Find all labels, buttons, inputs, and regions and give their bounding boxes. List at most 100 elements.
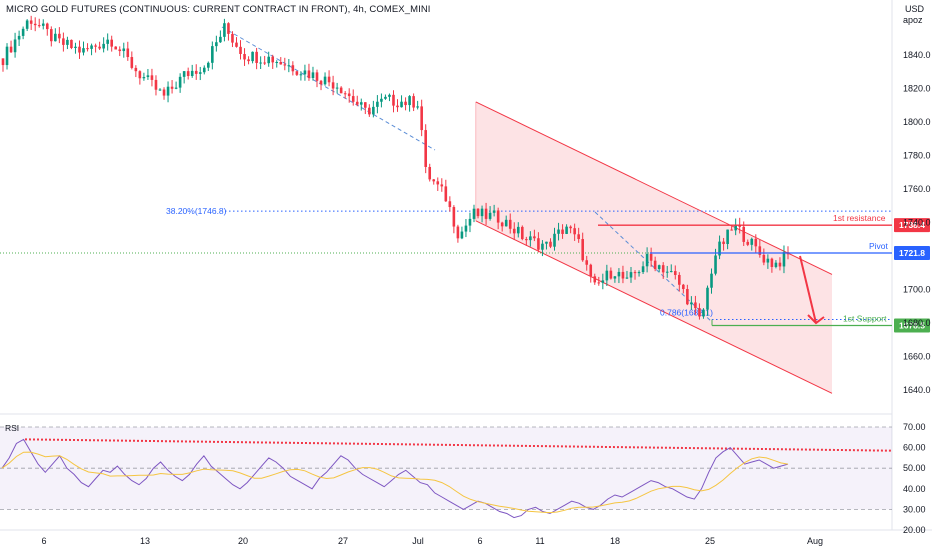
candle-body	[263, 62, 266, 64]
candle-body	[311, 72, 315, 78]
candle-body	[508, 219, 512, 229]
candle-body	[5, 46, 9, 66]
candle-body	[569, 226, 572, 229]
candle-body	[41, 23, 45, 26]
time-tick: 6	[477, 536, 482, 546]
candle-body	[424, 130, 427, 167]
candle-body	[500, 222, 504, 227]
candle-body	[770, 258, 774, 267]
candle-body	[251, 51, 254, 62]
candle-body	[690, 302, 693, 305]
candle-body	[762, 254, 766, 263]
price-tick: 1800.0	[903, 117, 931, 127]
candle-body	[758, 246, 762, 255]
candle-body	[347, 93, 351, 97]
candle-body	[593, 276, 597, 283]
time-tick: 6	[41, 536, 46, 546]
candle-body	[190, 70, 194, 76]
candle-body	[661, 265, 665, 273]
candle-body	[404, 101, 407, 106]
candle-body	[207, 62, 210, 68]
level-name-resistance: 1st resistance	[833, 213, 886, 223]
price-tick: 1640.0	[903, 385, 931, 395]
candle-body	[33, 23, 37, 26]
candle-body	[162, 89, 166, 96]
level-badge-resistance	[894, 218, 930, 233]
rsi-tick: 30.00	[903, 504, 926, 514]
candle-body	[585, 260, 589, 265]
candle-body	[331, 82, 335, 89]
candle-body	[315, 72, 319, 81]
candle-body	[521, 226, 524, 240]
candle-body	[339, 87, 343, 94]
regression-channel	[475, 101, 833, 394]
candle-body	[657, 265, 661, 270]
candle-body	[396, 105, 399, 108]
candle-body	[678, 274, 681, 285]
candle-body	[146, 75, 150, 78]
candle-body	[243, 53, 246, 60]
candle-body	[231, 33, 234, 43]
candle-body	[468, 218, 472, 226]
candle-body	[86, 48, 89, 50]
candle-body	[182, 71, 186, 77]
candle-body	[653, 260, 657, 270]
candle-body	[601, 280, 605, 283]
candle-body	[782, 252, 786, 267]
candle-body	[110, 39, 113, 47]
candle-body	[299, 74, 303, 76]
candle-body	[90, 45, 93, 49]
price-tick: 1700.0	[903, 285, 931, 295]
candle-body	[504, 219, 508, 227]
candle-body	[78, 46, 81, 53]
candle-body	[118, 49, 122, 52]
candle-body	[589, 264, 593, 277]
forecast-arrow	[799, 255, 825, 325]
candle-body	[62, 38, 65, 45]
rsi-pane-background	[0, 426, 892, 510]
candle-body	[734, 224, 737, 231]
candle-body	[50, 29, 53, 42]
candle-body	[29, 20, 33, 24]
time-tick: 27	[338, 536, 348, 546]
rsi-tick: 50.00	[903, 463, 926, 473]
candle-body	[613, 276, 617, 279]
candle-body	[436, 181, 440, 185]
time-tick: Aug	[807, 536, 823, 546]
candle-body	[275, 61, 279, 63]
candle-body	[283, 64, 287, 66]
candle-body	[37, 25, 41, 27]
scale-mode-label: apoz	[903, 15, 923, 25]
rsi-line	[1, 438, 789, 519]
candle-body	[722, 241, 725, 245]
candle-body	[412, 96, 415, 108]
arrow-shaft	[799, 255, 817, 324]
candle-body	[303, 70, 307, 75]
candle-body	[750, 238, 754, 245]
candle-body	[516, 226, 520, 234]
candle-body	[766, 258, 770, 263]
candle-body	[255, 51, 258, 63]
candle-body	[686, 289, 689, 305]
candle-body	[25, 20, 29, 29]
candle-body	[778, 262, 782, 267]
candle-body	[726, 229, 729, 245]
channel-fill	[475, 101, 832, 394]
candle-body	[440, 184, 444, 187]
candle-body	[134, 67, 138, 72]
candle-body	[645, 253, 649, 267]
level-badge-pivot	[894, 245, 930, 260]
candle-body	[170, 86, 174, 89]
candle-body	[742, 226, 746, 242]
candle-body	[682, 284, 685, 290]
candle-body	[629, 272, 633, 278]
candle-body	[17, 35, 21, 40]
candle-body	[609, 270, 613, 279]
candle-body	[194, 70, 198, 74]
candle-body	[452, 207, 456, 227]
candle-body	[541, 243, 544, 250]
candle-body	[549, 241, 552, 247]
arrow-head	[807, 314, 825, 325]
candle-body	[561, 229, 564, 234]
